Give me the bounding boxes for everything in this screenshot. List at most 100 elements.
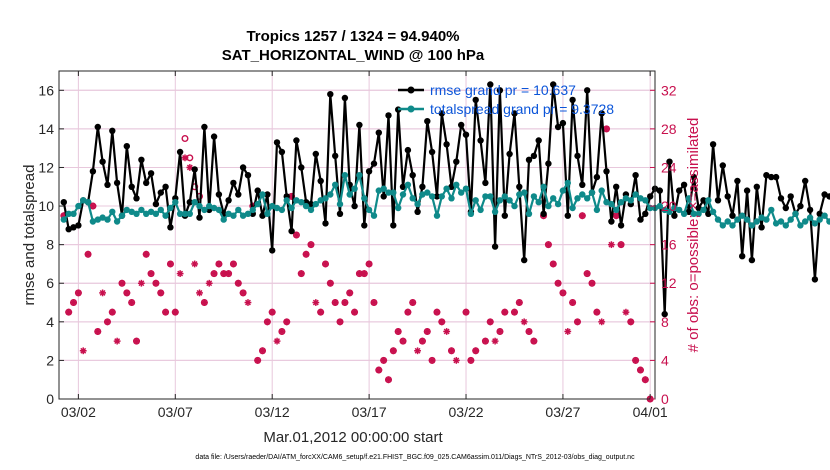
rmse-point [637,216,644,223]
obs-assimilated-stroke [215,261,222,267]
rmse-point [525,156,533,163]
obs-assimilated-stroke [618,241,625,248]
rmse-point [559,119,567,127]
totalspread-point [259,191,266,198]
obs-assimilated-marker [65,308,73,316]
rmse-point [491,243,499,250]
obs-assimilated-stroke [521,318,528,325]
y-left-tick-label: 4 [46,314,54,330]
totalspread-point [336,200,344,208]
obs-assimilated-stroke [603,125,610,132]
totalspread-point [521,189,528,196]
totalspread-point [637,195,644,202]
totalspread-point [545,202,552,210]
obs-assimilated-stroke [424,328,431,335]
rmse-point [739,253,746,260]
totalspread-point [705,197,712,204]
obs-assimilated-marker [191,260,199,268]
obs-assimilated-marker [365,260,373,268]
rmse-point [409,172,416,179]
totalspread-point [491,208,499,215]
obs-assimilated-stroke [467,357,474,364]
obs-assimilated-stroke [516,299,523,306]
totalspread-point [298,199,305,206]
obs-assimilated-stroke [555,280,562,287]
totalspread-point [399,191,407,198]
totalspread-point [220,216,227,223]
obs-assimilated-marker [104,318,111,326]
obs-assimilated-stroke [191,261,198,267]
rmse-point [448,183,455,190]
obs-assimilated-stroke [589,280,595,287]
obs-assimilated-stroke [206,280,213,287]
x-tick-label: 03/17 [352,404,387,420]
obs-assimilated-stroke [303,251,310,258]
rmse-point [152,200,160,208]
chart-title-line1: Tropics 1257 / 1324 = 94.940% [246,28,459,45]
obs-assimilated-stroke [453,357,460,364]
totalspread-point [438,193,445,200]
rmse-point [671,212,678,219]
legend-spread-label: totalspread grand pr = 9.3728 [430,101,614,117]
totalspread-point [467,210,475,217]
rmse-point [584,87,591,94]
totalspread-point [550,195,557,202]
rmse-point [230,179,237,187]
obs-assimilated-marker [554,279,562,287]
totalspread-point [792,210,799,217]
obs-count-markers [60,125,654,403]
rmse-point [70,224,77,231]
totalspread-point [530,193,538,200]
totalspread-point [424,189,431,196]
totalspread-point [806,214,814,221]
obs-assimilated-stroke [472,347,479,354]
obs-assimilated-stroke [317,309,324,316]
rmse-point [235,191,242,198]
totalspread-point [613,206,620,214]
obs-assimilated-stroke [157,289,164,296]
obs-assimilated-stroke [414,347,421,354]
obs-assimilated-marker [205,279,213,287]
obs-assimilated-marker [176,270,184,277]
obs-assimilated-stroke [332,299,339,306]
totalspread-point [239,212,247,219]
obs-assimilated-stroke [235,280,242,287]
obs-assimilated-marker [268,308,276,316]
totalspread-point [593,206,601,214]
rmse-point [574,152,581,160]
rmse-point [695,204,702,212]
totalspread-point [603,199,610,206]
rmse-point [666,158,673,165]
obs-assimilated-marker [404,308,412,316]
rmse-point [777,195,785,202]
series-lines [60,81,830,318]
obs-assimilated-marker [302,250,310,258]
totalspread-point [269,202,276,210]
totalspread-point [782,222,789,229]
obs-assimilated-marker [331,299,339,306]
totalspread-point [627,197,634,204]
obs-assimilated-stroke [487,318,494,325]
totalspread-point [419,191,426,198]
totalspread-point [244,210,252,217]
obs-assimilated-stroke [361,270,368,277]
totalspread-point [496,197,504,204]
obs-assimilated-stroke [622,309,629,316]
totalspread-point [181,210,189,217]
totalspread-point [215,206,223,214]
obs-assimilated-marker [322,260,329,268]
obs-assimilated-marker [326,279,334,287]
obs-assimilated-marker [360,270,368,277]
obs-assimilated-marker [230,260,237,268]
totalspread-point [569,204,576,212]
totalspread-point [390,189,397,196]
obs-assimilated-stroke [109,309,116,316]
obs-assimilated-stroke [560,289,566,296]
obs-assimilated-stroke [225,270,232,277]
rmse-point [65,226,72,233]
obs-assimilated-marker [196,289,203,297]
totalspread-point [162,212,169,219]
obs-assimilated-marker [428,357,436,364]
totalspread-point [598,187,605,194]
obs-assimilated-stroke [371,299,377,306]
